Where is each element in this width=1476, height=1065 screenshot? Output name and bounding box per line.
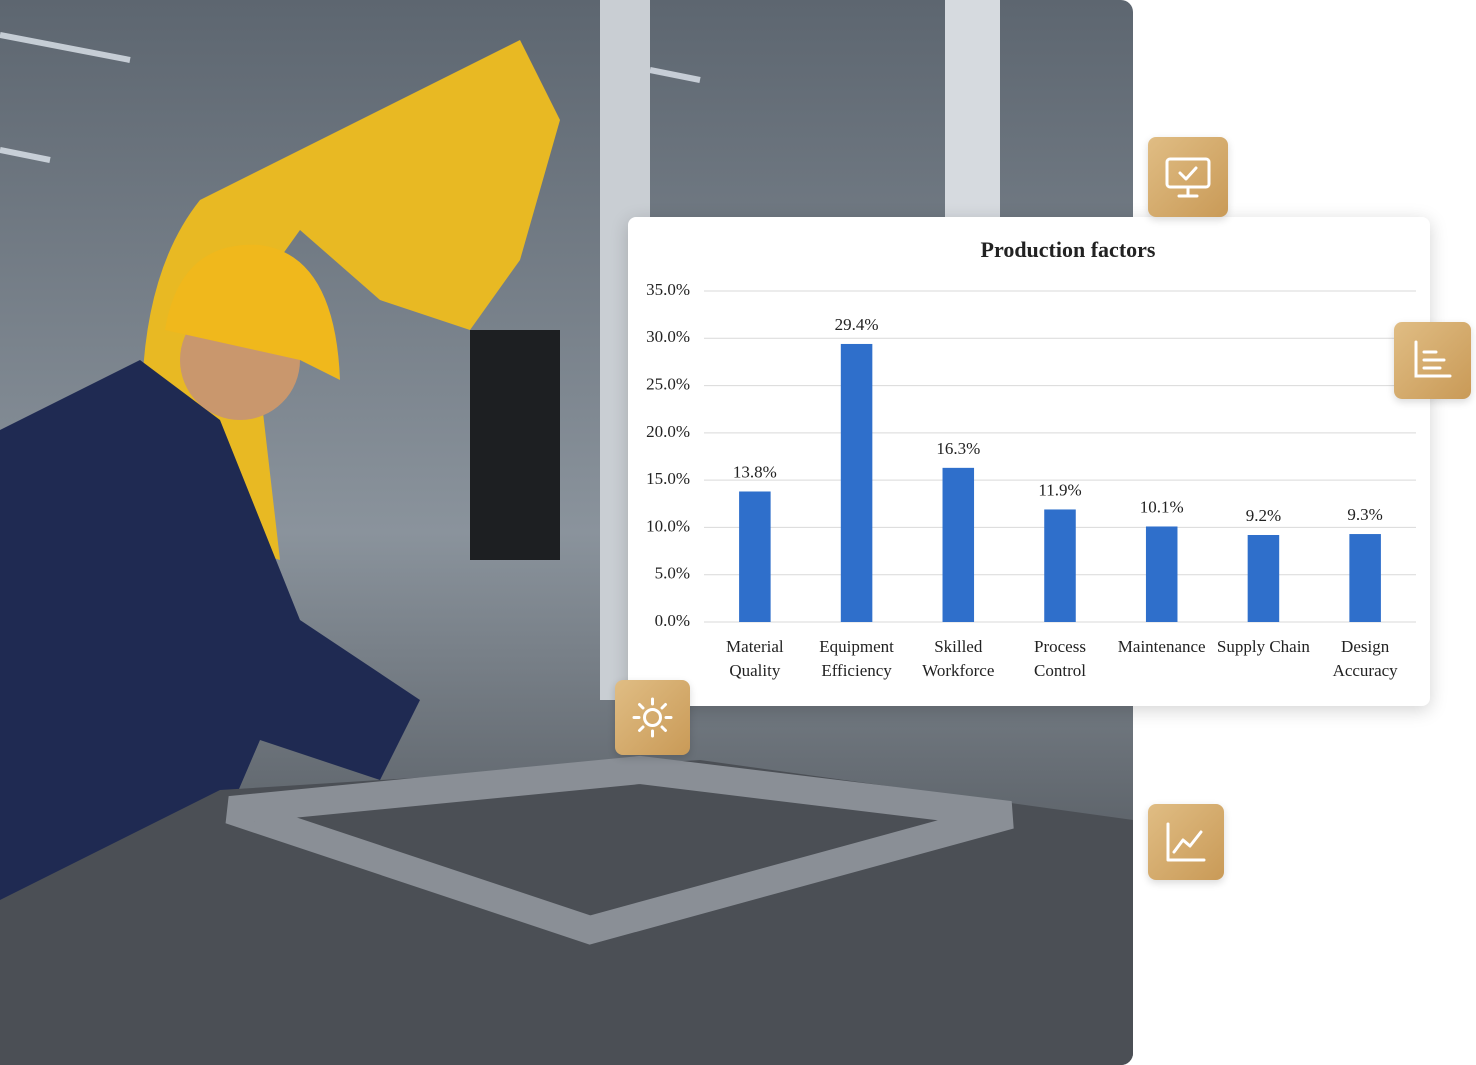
value-label: 16.3% <box>936 439 980 458</box>
value-label: 13.8% <box>733 462 777 481</box>
value-label: 29.4% <box>835 315 879 334</box>
chart-card: Production factors 0.0% 5.0% 10.0% 15.0% 20.… <box>628 217 1430 706</box>
bar <box>1044 509 1076 622</box>
y-tick-label: 15.0% <box>646 469 690 488</box>
robot-tool <box>470 330 560 560</box>
bar-list-glyph <box>1414 340 1452 378</box>
x-tick-label: Maintenance <box>1117 637 1206 656</box>
bar <box>739 491 771 622</box>
value-label: 10.1% <box>1140 497 1184 516</box>
bar <box>1145 526 1178 622</box>
value-label: 9.2% <box>1246 506 1281 525</box>
y-tick-label: 10.0% <box>646 516 690 535</box>
x-tick-label: Supply Chain <box>1216 637 1310 656</box>
bar <box>840 343 873 622</box>
y-tick-label: 0.0% <box>655 611 690 630</box>
robot-arm <box>141 40 560 560</box>
bar <box>942 467 975 622</box>
sun-glyph <box>632 697 673 738</box>
y-tick-label: 30.0% <box>646 327 690 346</box>
bar <box>1247 534 1280 622</box>
chart-title: Production factors <box>981 237 1156 262</box>
chart: Production factors 0.0% 5.0% 10.0% 15.0% 20.… <box>646 237 1416 630</box>
x-tick-label: Design Accuracy <box>1332 637 1398 680</box>
fixture-frame <box>225 755 1014 945</box>
bar-list-icon[interactable] <box>1394 322 1471 399</box>
x-tick-label: Equipment Efficiency <box>819 637 894 680</box>
value-label: 11.9% <box>1038 480 1081 499</box>
worker <box>0 360 420 1065</box>
x-tick-label: Process Control <box>1034 637 1086 680</box>
line-chart-icon[interactable] <box>1148 804 1224 880</box>
hard-hat <box>165 244 340 380</box>
bar <box>1349 534 1381 622</box>
sun-icon[interactable] <box>615 680 690 755</box>
monitor-icon[interactable] <box>1148 137 1228 217</box>
y-tick-label: 25.0% <box>646 374 690 393</box>
ceiling-lights <box>0 32 701 163</box>
y-tick-label: 35.0% <box>646 280 690 299</box>
value-label: 9.3% <box>1347 505 1382 524</box>
y-tick-label: 5.0% <box>655 564 690 583</box>
monitor-glyph <box>1165 157 1211 198</box>
y-tick-label: 20.0% <box>646 422 690 441</box>
x-tick-label: Skilled Workforce <box>922 637 995 680</box>
x-tick-label: Material Quality <box>726 637 784 680</box>
line-chart-glyph <box>1166 822 1206 862</box>
